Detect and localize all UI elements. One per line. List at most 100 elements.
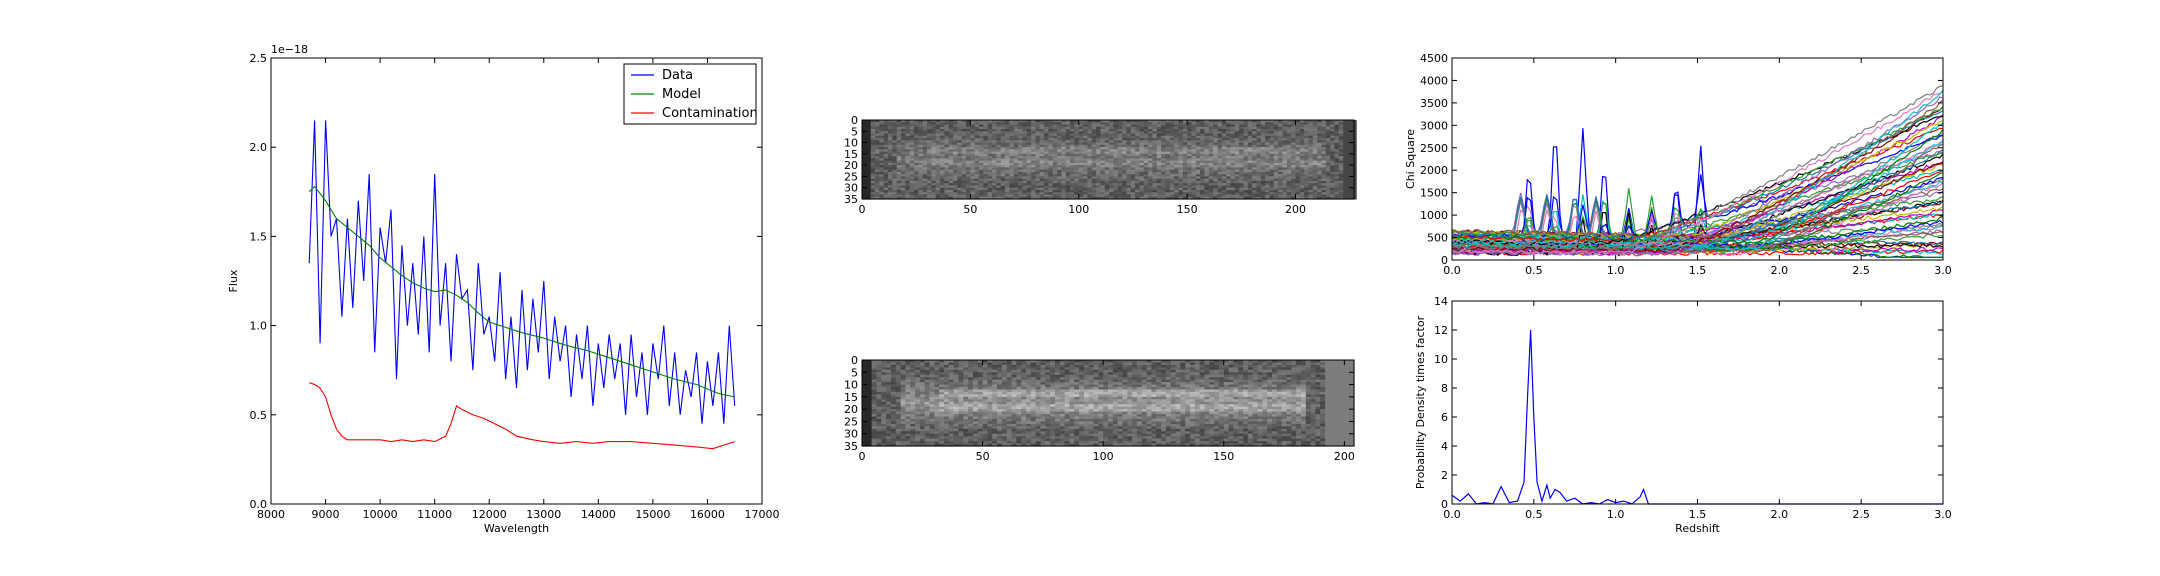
pixel bbox=[1308, 147, 1314, 150]
pixel bbox=[1208, 194, 1214, 198]
pixel bbox=[1228, 374, 1234, 378]
pixel bbox=[1127, 377, 1133, 381]
pixel bbox=[966, 162, 971, 166]
pixel bbox=[1135, 131, 1140, 135]
pixel bbox=[879, 153, 885, 157]
pixel bbox=[888, 169, 893, 173]
pixel bbox=[1113, 131, 1119, 135]
pixel bbox=[1009, 138, 1015, 141]
pixel bbox=[1320, 362, 1326, 366]
pixel bbox=[1006, 374, 1013, 378]
pixel bbox=[1230, 158, 1236, 162]
pixel bbox=[1291, 364, 1297, 368]
pixel bbox=[982, 369, 988, 373]
pixel bbox=[1005, 129, 1010, 132]
pixel bbox=[1074, 129, 1080, 132]
pixel bbox=[944, 149, 950, 153]
pixel bbox=[1039, 138, 1045, 141]
pixel bbox=[1195, 180, 1201, 184]
pixel bbox=[935, 165, 941, 168]
pixel bbox=[1286, 176, 1292, 180]
pixel bbox=[979, 194, 984, 198]
pixel bbox=[1195, 138, 1201, 141]
pixel bbox=[1233, 367, 1239, 371]
pixel bbox=[879, 122, 885, 126]
pixel bbox=[1026, 135, 1032, 139]
pixel bbox=[1226, 138, 1231, 141]
pixel bbox=[974, 169, 980, 173]
pixel bbox=[996, 174, 1002, 178]
pixel bbox=[966, 171, 971, 175]
pixel bbox=[1093, 369, 1099, 373]
pixel bbox=[935, 133, 941, 137]
pixel bbox=[1126, 124, 1132, 128]
pixel bbox=[1100, 140, 1106, 144]
pixel bbox=[1325, 190, 1331, 193]
pixel bbox=[1156, 126, 1162, 130]
pixel bbox=[1281, 374, 1287, 378]
pixel bbox=[1026, 360, 1032, 364]
pixel bbox=[1325, 174, 1331, 178]
pixel bbox=[983, 192, 989, 196]
pixel bbox=[1334, 160, 1340, 164]
pixel bbox=[1117, 176, 1123, 180]
pixel bbox=[922, 171, 928, 175]
pixel bbox=[1282, 129, 1288, 132]
pixel bbox=[905, 151, 911, 155]
pixel bbox=[966, 194, 971, 198]
pixel bbox=[1204, 194, 1210, 198]
pixel bbox=[987, 362, 993, 366]
pixel bbox=[1286, 129, 1292, 132]
pixel bbox=[1276, 362, 1283, 366]
pixel bbox=[1022, 122, 1028, 126]
pixel bbox=[1199, 367, 1205, 371]
pixel bbox=[1126, 178, 1132, 182]
pixel bbox=[1260, 194, 1266, 198]
pixel bbox=[996, 151, 1002, 155]
pixel bbox=[1338, 167, 1344, 171]
pixel bbox=[1009, 124, 1015, 128]
pixel bbox=[870, 129, 876, 132]
pixel bbox=[948, 147, 954, 150]
pixel bbox=[1338, 162, 1344, 166]
pixel bbox=[1006, 367, 1013, 371]
pixel bbox=[870, 142, 876, 146]
pixel bbox=[1269, 126, 1275, 130]
pixel bbox=[1021, 369, 1027, 373]
pixel bbox=[1161, 379, 1167, 383]
pixel bbox=[1262, 369, 1268, 373]
pixel bbox=[1317, 138, 1323, 141]
pixel bbox=[1178, 133, 1184, 137]
pixel bbox=[1005, 167, 1010, 171]
pixel bbox=[1321, 122, 1327, 126]
pixel bbox=[1117, 196, 1123, 200]
pixel bbox=[892, 158, 898, 162]
pixel bbox=[1230, 196, 1236, 200]
pixel bbox=[992, 174, 997, 178]
pixel bbox=[1338, 183, 1344, 187]
pixel bbox=[1009, 174, 1015, 178]
pixel bbox=[1330, 196, 1336, 200]
pixel bbox=[1291, 178, 1296, 182]
pixel bbox=[1234, 162, 1240, 166]
pixel bbox=[927, 135, 932, 139]
pixel bbox=[900, 372, 906, 376]
pixel bbox=[1048, 156, 1054, 159]
pixel bbox=[1330, 183, 1336, 187]
pixel bbox=[1269, 194, 1275, 198]
pixel bbox=[1230, 190, 1236, 193]
pixel bbox=[1011, 372, 1017, 376]
pixel bbox=[1091, 129, 1097, 132]
pixel bbox=[1139, 174, 1145, 178]
pixel bbox=[1221, 169, 1227, 173]
pixel bbox=[1117, 156, 1123, 159]
pixel bbox=[1161, 158, 1166, 162]
pixel bbox=[1044, 176, 1049, 180]
pixel bbox=[970, 190, 976, 193]
pixel bbox=[1022, 133, 1028, 137]
pixel bbox=[1252, 126, 1257, 130]
pixel bbox=[1039, 135, 1045, 139]
pixel bbox=[1347, 183, 1353, 187]
pixel bbox=[1151, 372, 1157, 376]
pixel bbox=[875, 135, 880, 139]
